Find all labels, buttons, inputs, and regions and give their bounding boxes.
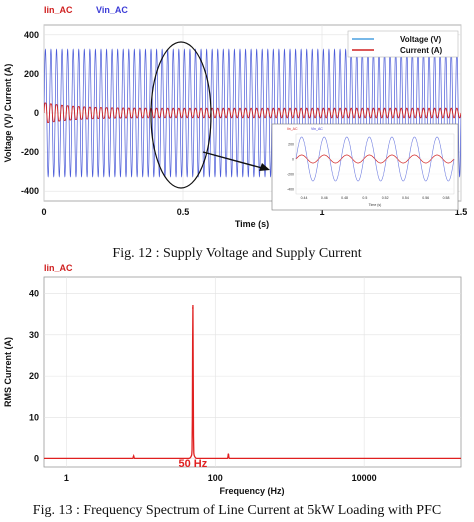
current-series-line bbox=[44, 102, 461, 124]
chart1-xlabel: Time (s) bbox=[235, 219, 269, 229]
inset-xtick-label: 0.58 bbox=[443, 196, 450, 200]
inset-tag-vin: Vin_AC bbox=[311, 127, 323, 131]
chart2-grid bbox=[44, 277, 461, 467]
chart2-x-ticks: 1 100 10000 bbox=[64, 473, 377, 483]
chart1-xtick-label: 0 bbox=[41, 207, 46, 217]
inset-ytick-label: 200 bbox=[288, 143, 294, 147]
chart1-xtick-label: 1.5 bbox=[455, 207, 468, 217]
chart1-ytick-label: 0 bbox=[34, 108, 39, 118]
inset-ytick-label: 0 bbox=[292, 158, 294, 162]
chart2-ytick-label: 10 bbox=[29, 412, 39, 422]
chart2-ytick-label: 40 bbox=[29, 289, 39, 299]
inset-xtick-label: 0.5 bbox=[362, 196, 367, 200]
spectrum-peak-point bbox=[227, 453, 230, 455]
inset-xtick-label: 0.56 bbox=[422, 196, 429, 200]
inset-ytick-label: -400 bbox=[287, 188, 294, 192]
chart1-legend-box bbox=[347, 30, 459, 58]
inset-y-ticks: 200 0 -200 -400 bbox=[287, 143, 454, 192]
inset-ytick-label: -200 bbox=[287, 173, 294, 177]
zoom-arrow bbox=[202, 151, 263, 169]
chart1-series-group bbox=[44, 48, 461, 178]
inset-xtick-label: 0.52 bbox=[382, 196, 389, 200]
chart2-xtick-label: 100 bbox=[208, 473, 223, 483]
chart1-legend: Voltage (V) Current (A) bbox=[347, 30, 459, 58]
legend-voltage-label: Voltage (V) bbox=[400, 35, 442, 44]
chart1-tag-vin: Vin_AC bbox=[96, 5, 128, 15]
chart1-ylabel: Voltage (V)/ Current (A) bbox=[3, 64, 13, 163]
inset-xtick-label: 0.54 bbox=[402, 196, 409, 200]
inset-xtick-label: 0.44 bbox=[301, 196, 308, 200]
spectrum-peak-point bbox=[192, 307, 194, 309]
chart1-ytick-label: -200 bbox=[21, 147, 39, 157]
peak-annotation-50hz: 50 Hz bbox=[178, 458, 207, 470]
chart2-plot-area bbox=[43, 276, 462, 468]
chart2-y-ticks: 40 30 20 10 0 bbox=[29, 289, 39, 464]
chart2-xtick-label: 1 bbox=[64, 473, 69, 483]
spectrum-peak-point bbox=[132, 455, 135, 458]
chart1-y-ticks: 400 200 0 -200 -400 bbox=[21, 30, 39, 196]
inset-xtick-label: 0.46 bbox=[321, 196, 328, 200]
legend-current-label: Current (A) bbox=[400, 46, 443, 55]
inset-xtick-label: 0.48 bbox=[341, 196, 348, 200]
chart1-tag-iin: Iin_AC bbox=[44, 5, 73, 15]
chart2-ytick-label: 20 bbox=[29, 371, 39, 381]
inset-plot-area bbox=[295, 133, 455, 195]
chart2-caption: Fig. 13 : Frequency Spectrum of Line Cur… bbox=[33, 503, 441, 518]
chart2-xlabel: Frequency (Hz) bbox=[219, 486, 284, 496]
zoom-arrow-head bbox=[259, 163, 270, 171]
chart2-ylabel: RMS Current (A) bbox=[3, 337, 13, 407]
chart1-x-ticks: 0 0.5 1 1.5 bbox=[41, 207, 467, 217]
chart1-ytick-label: 200 bbox=[24, 69, 39, 79]
chart2-ytick-label: 30 bbox=[29, 330, 39, 340]
spectrum-series-line bbox=[44, 304, 461, 460]
chart2-series-group bbox=[44, 304, 461, 460]
chart2-ytick-label: 0 bbox=[34, 454, 39, 464]
chart1-caption: Fig. 12 : Supply Voltage and Supply Curr… bbox=[112, 246, 361, 261]
chart2-tag-iin: Iin_AC bbox=[44, 263, 73, 273]
supply-voltage-current-chart: Iin_AC Vin_AC 400 200 0 -200 -400 0 0.5 1 1.5 T… bbox=[3, 5, 467, 261]
inset-xlabel: Time (s) bbox=[369, 203, 382, 207]
chart2-xtick-label: 10000 bbox=[352, 473, 377, 483]
chart1-ytick-label: 400 bbox=[24, 30, 39, 40]
chart1-ytick-label: -400 bbox=[21, 186, 39, 196]
inset-tag-iin: Iin_AC bbox=[287, 127, 298, 131]
inset-x-ticks: 0.44 0.46 0.48 0.5 0.52 0.54 0.56 0.58 bbox=[301, 196, 450, 200]
zoom-highlight-ellipse bbox=[150, 41, 212, 189]
chart1-xtick-label: 0.5 bbox=[177, 207, 190, 217]
chart1-xtick-label: 1 bbox=[319, 207, 324, 217]
